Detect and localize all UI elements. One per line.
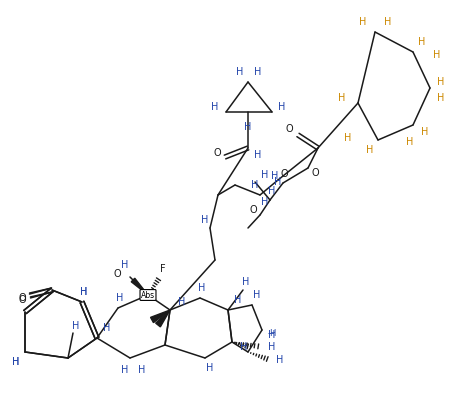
Text: H: H (201, 215, 208, 225)
Text: H: H (80, 287, 87, 297)
Text: H: H (236, 67, 243, 77)
Text: O: O (249, 205, 256, 215)
Text: H: H (103, 323, 110, 333)
Text: H: H (12, 357, 20, 367)
Text: H: H (383, 17, 391, 27)
Text: H: H (437, 77, 444, 87)
Text: H: H (244, 122, 251, 132)
Text: H: H (268, 186, 275, 196)
Text: O: O (213, 148, 221, 158)
Text: O: O (310, 168, 318, 178)
Text: H: H (242, 277, 249, 287)
Text: H: H (261, 170, 268, 180)
Text: H: H (198, 283, 205, 293)
Text: Abs: Abs (141, 290, 155, 299)
Polygon shape (150, 310, 170, 323)
Text: H: H (234, 295, 241, 305)
Text: H: H (271, 171, 278, 181)
Text: H: H (278, 102, 285, 112)
Text: H: H (365, 145, 373, 155)
Text: H: H (12, 357, 20, 367)
Text: H: H (138, 365, 145, 375)
Text: H: H (240, 342, 247, 352)
Text: O: O (113, 269, 120, 279)
Text: H: H (268, 330, 275, 340)
Text: H: H (253, 290, 260, 300)
Text: H: H (254, 67, 261, 77)
Text: H: H (261, 197, 268, 207)
Text: H: H (80, 287, 87, 297)
Text: H: H (254, 150, 261, 160)
Text: H: H (211, 102, 218, 112)
Text: H: H (437, 93, 444, 103)
Text: O: O (285, 124, 292, 134)
Text: O: O (18, 295, 26, 305)
Text: H: H (433, 50, 440, 60)
Text: F: F (160, 264, 166, 274)
Text: H: H (359, 17, 366, 27)
Polygon shape (155, 310, 170, 327)
Polygon shape (131, 278, 147, 295)
Text: H: H (405, 137, 413, 147)
Text: -H: -H (267, 330, 276, 339)
Text: O: O (280, 169, 287, 179)
Text: H: H (420, 127, 428, 137)
Text: H: H (337, 93, 345, 103)
Text: H: H (276, 355, 283, 365)
Text: O: O (18, 293, 26, 303)
Text: H: H (274, 177, 281, 187)
Text: H: H (251, 180, 258, 190)
Text: H: H (206, 363, 213, 373)
Text: H: H (417, 37, 425, 47)
Text: H: H (72, 321, 79, 331)
Text: H: H (121, 260, 129, 270)
Text: H: H (178, 297, 185, 307)
Text: H: H (268, 342, 275, 352)
Text: H: H (344, 133, 351, 143)
Text: H: H (121, 365, 129, 375)
Text: H: H (116, 293, 124, 303)
